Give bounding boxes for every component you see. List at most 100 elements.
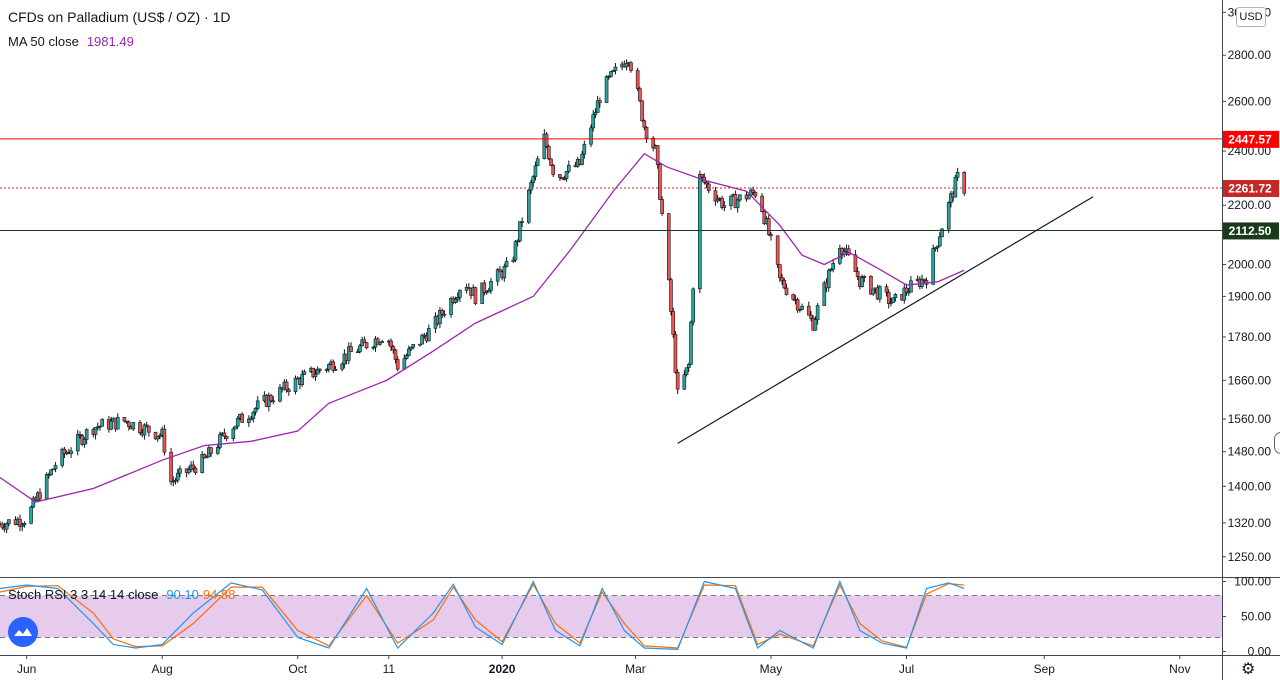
candle-body	[609, 71, 613, 77]
candle-body	[806, 305, 811, 316]
candle-body	[566, 164, 571, 172]
candle-body	[100, 419, 105, 427]
candle-body	[31, 497, 36, 508]
candle-body	[544, 133, 549, 147]
resistance-price-label: 2447.57	[1228, 132, 1272, 146]
price-scale-handle[interactable]	[1274, 432, 1280, 454]
candle-body	[775, 235, 780, 265]
candle-body	[467, 287, 471, 289]
candle-body	[222, 432, 227, 437]
candle-body	[355, 351, 360, 354]
candle-body	[546, 146, 551, 160]
candle-body	[955, 171, 960, 178]
candle-body	[333, 368, 338, 371]
currency-badge[interactable]: USD	[1236, 7, 1266, 27]
candle-body	[153, 431, 158, 440]
candle-body	[324, 369, 329, 371]
time-tick-label: May	[760, 662, 783, 676]
price-tick-label: 2800.00	[1228, 48, 1272, 62]
candle-body	[604, 76, 609, 103]
candle-body	[389, 340, 393, 347]
candle-body	[815, 305, 820, 320]
candle-body	[884, 286, 889, 293]
candle-body	[562, 178, 567, 181]
candle-body	[109, 420, 113, 430]
candle-body	[889, 302, 893, 304]
candle-body	[458, 290, 462, 298]
candle-body	[782, 280, 787, 289]
candle-body	[271, 400, 276, 403]
candle-body	[395, 359, 400, 370]
candle-body	[409, 346, 413, 350]
candle-body	[284, 381, 289, 391]
candle-body	[886, 291, 891, 304]
tradingview-logo-icon[interactable]	[8, 617, 38, 647]
candle-body	[404, 355, 409, 359]
candle-body	[531, 176, 536, 183]
candle-body	[75, 434, 80, 452]
candle-body	[673, 334, 678, 373]
candle-body	[44, 474, 49, 500]
candle-body	[311, 367, 316, 378]
candle-body	[713, 190, 718, 202]
candle-body	[47, 474, 51, 476]
candle-body	[127, 421, 131, 427]
candle-body	[791, 294, 795, 300]
candle-body	[124, 420, 129, 423]
candle-body	[762, 211, 767, 225]
candle-body	[753, 192, 758, 197]
candle-body	[698, 174, 702, 290]
candle-body	[613, 66, 618, 71]
candle-body	[253, 408, 258, 413]
candle-body	[115, 417, 120, 430]
candle-body	[784, 287, 789, 295]
uptrend-line	[677, 196, 1094, 444]
candle-body	[440, 310, 444, 315]
candle-body	[231, 428, 236, 439]
candle-body	[660, 199, 664, 215]
stoch-rsi-legend[interactable]: Stoch RSI 3 3 14 14 close 90.10 94.88	[8, 587, 235, 602]
candle-body	[855, 271, 860, 277]
candle-body	[498, 269, 502, 273]
candle-body	[249, 418, 253, 421]
ma-legend[interactable]: MA 50 close 1981.49	[8, 34, 134, 49]
ma50-line	[0, 152, 965, 503]
candle-body	[380, 341, 384, 343]
candle-body	[269, 395, 273, 402]
candle-body	[175, 472, 180, 481]
candle-body	[193, 467, 198, 473]
candle-body	[651, 137, 656, 149]
candle-body	[7, 519, 11, 525]
candle-body	[551, 165, 556, 175]
candle-body	[862, 276, 867, 278]
candle-body	[402, 358, 407, 370]
candle-body	[535, 158, 540, 167]
candle-body	[371, 346, 376, 349]
stoch-tick-label: 0.00	[1248, 645, 1272, 659]
candle-body	[378, 341, 382, 345]
candle-body	[931, 248, 935, 285]
candle-body	[142, 424, 147, 436]
candle-body	[278, 387, 282, 402]
candle-body	[869, 276, 873, 295]
candle-body	[38, 492, 42, 500]
candle-body	[20, 524, 25, 527]
candle-body	[878, 286, 882, 300]
support-price-label-bg	[1223, 222, 1279, 240]
candle-body	[906, 291, 911, 294]
candle-body	[169, 451, 173, 483]
symbol-title[interactable]: CFDs on Palladium (US$ / OZ) · 1D	[8, 9, 231, 25]
candle-body	[442, 313, 447, 316]
time-tick-label: Nov	[1169, 662, 1190, 676]
candle-body	[362, 339, 367, 343]
settings-gear-icon[interactable]: ⚙	[1241, 661, 1256, 678]
candle-body	[247, 418, 251, 423]
price-tick-label: 1480.00	[1228, 445, 1272, 459]
candle-body	[131, 422, 136, 430]
candle-body	[520, 221, 524, 223]
candle-body	[624, 63, 629, 68]
candle-body	[233, 425, 238, 430]
candle-body	[504, 261, 509, 267]
candle-body	[689, 321, 693, 365]
